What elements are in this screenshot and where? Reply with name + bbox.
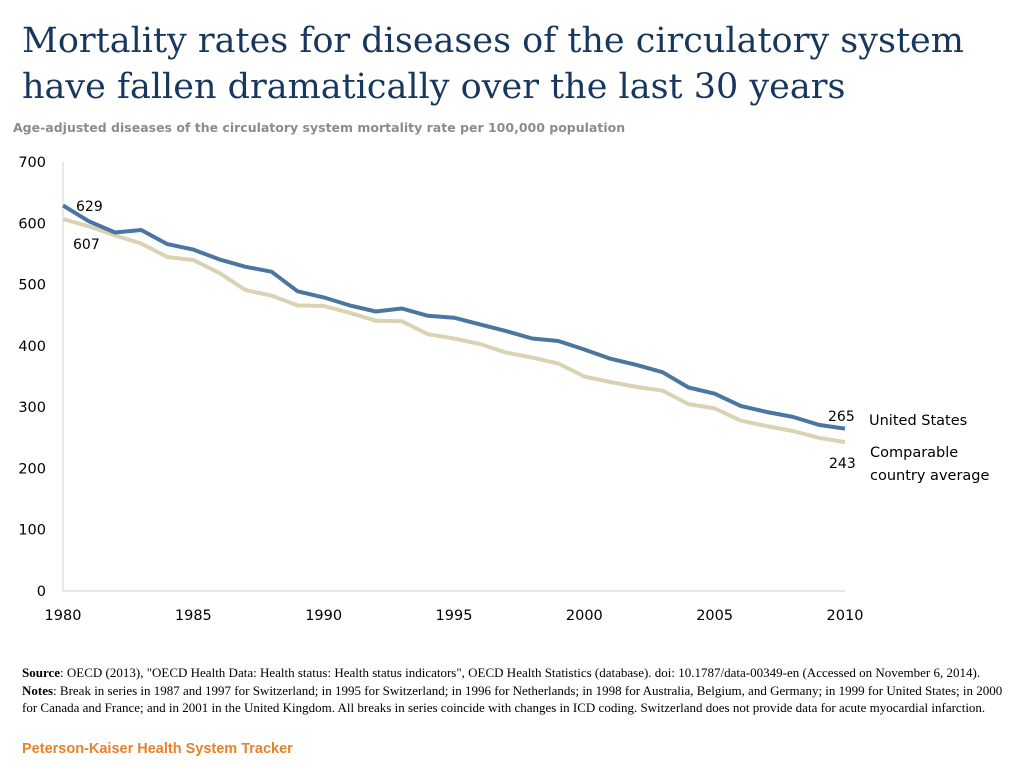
x-tick-label: 2005	[696, 608, 733, 624]
y-tick-label: 400	[18, 339, 46, 355]
y-tick-label: 600	[18, 216, 46, 232]
legend-comp-line1: Comparable	[870, 445, 958, 461]
x-tick-label: 1990	[305, 608, 342, 624]
y-tick-label: 100	[18, 523, 46, 539]
series-layer	[61, 203, 846, 445]
page-title: Mortality rates for diseases of the circ…	[22, 21, 964, 107]
x-axis: 1980 1985 1990 1995 2000 2005 2010	[45, 590, 864, 624]
y-axis: 0 100 200 300 400 500 600 700	[18, 155, 64, 600]
notes-text: : Break in series in 1987 and 1997 for S…	[22, 682, 1003, 716]
x-tick-label: 1985	[175, 608, 212, 624]
mortality-line-chart: 0 100 200 300 400 500 600 700 1980 1985 1990 1995 2…	[18, 155, 989, 624]
series-line-united-states	[61, 203, 846, 431]
brand-label: Peterson-Kaiser Health System Tracker	[22, 741, 293, 757]
comp-start-label: 607	[73, 237, 100, 253]
labels-layer: 629 607 265 243 United States Comparable…	[73, 199, 989, 484]
y-tick-label: 200	[18, 461, 46, 477]
series-line-comparable-average	[62, 217, 846, 445]
legend-us: United States	[869, 413, 967, 429]
x-tick-label: 2000	[566, 608, 603, 624]
chart-subtitle: Age-adjusted diseases of the circulatory…	[13, 120, 626, 135]
us-start-label: 629	[76, 199, 103, 215]
source-text: : OECD (2013), "OECD Health Data: Health…	[60, 665, 981, 680]
source-label: Source	[22, 665, 61, 680]
x-tick-label: 2010	[827, 608, 864, 624]
source-notes: Source: OECD (2013), "OECD Health Data: …	[22, 664, 1007, 717]
notes-label: Notes	[22, 682, 54, 698]
y-tick-label: 700	[18, 155, 46, 171]
legend-comp-line2: country average	[870, 468, 989, 484]
x-tick-label: 1980	[45, 608, 82, 624]
y-tick-label: 300	[18, 400, 46, 416]
us-end-label: 265	[828, 409, 855, 425]
y-tick-label: 0	[37, 584, 46, 600]
y-tick-label: 500	[18, 278, 46, 294]
x-tick-label: 1995	[436, 608, 473, 624]
comp-end-label: 243	[829, 456, 856, 472]
